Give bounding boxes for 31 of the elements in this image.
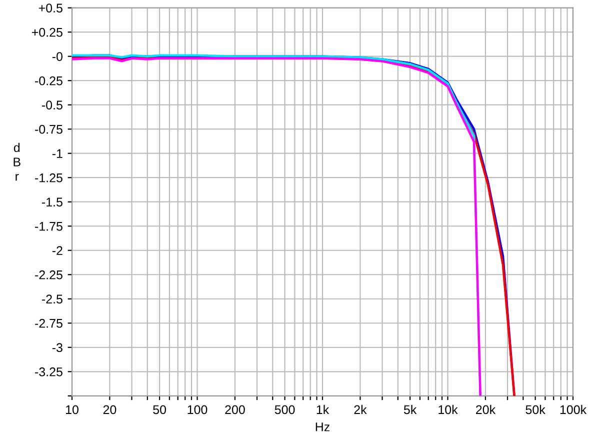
y-tick-label: -3 — [52, 343, 62, 352]
y-tick-label: -3.25 — [35, 367, 62, 376]
x-tick-label: 10 — [66, 405, 78, 414]
y-tick-label: +0.5 — [38, 4, 62, 12]
x-tick-label: 20 — [103, 405, 116, 414]
x-tick-label: 100k — [560, 404, 587, 414]
x-tick-label: 50 — [153, 405, 166, 414]
x-tick-label: 50k — [526, 404, 546, 414]
y-tick-label: -0.25 — [35, 76, 62, 86]
x-axis-title: Hz — [316, 422, 330, 432]
x-tick-label: 20k — [476, 404, 496, 414]
x-tick-label: 500 — [274, 405, 295, 414]
y-tick-label: -2.25 — [35, 270, 62, 280]
x-tick-label: 5k — [404, 404, 417, 414]
y-tick-label: -2.5 — [42, 294, 62, 304]
y-axis-title: dBr — [14, 142, 20, 181]
y-tick-label: -2 — [52, 246, 62, 255]
x-tick-label: 1k — [316, 404, 330, 414]
y-tick-label: -2.75 — [35, 318, 62, 328]
y-tick-label: -0.75 — [35, 124, 62, 134]
y-tick-label: -1 — [52, 149, 62, 158]
y-tick-label: -1.25 — [35, 173, 62, 182]
y-tick-label: -1.5 — [42, 198, 62, 207]
y-tick-label: -1.75 — [35, 222, 62, 231]
y-tick-label: +0.25 — [32, 28, 62, 37]
x-tick-label: 100 — [188, 405, 208, 414]
y-tick-label: -0.5 — [42, 100, 62, 110]
x-tick-label: 200 — [225, 405, 245, 414]
x-tick-label: 2k — [354, 404, 367, 414]
x-tick-label: 10k — [438, 404, 458, 414]
y-tick-label: -0 — [52, 52, 62, 62]
